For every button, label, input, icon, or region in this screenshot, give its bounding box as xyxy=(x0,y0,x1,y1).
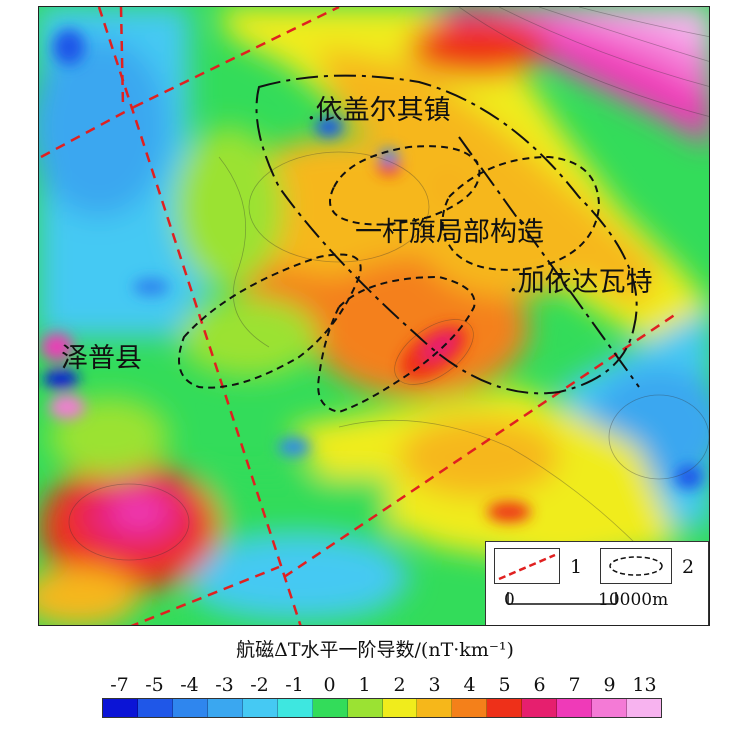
colorbar-tick-label: 3 xyxy=(428,674,441,696)
colorbar-cell xyxy=(277,699,313,717)
structure-outlines xyxy=(178,74,640,414)
colorbar-cell xyxy=(522,699,558,717)
colorbar-tick-label: -4 xyxy=(180,674,199,696)
colorbar-cell xyxy=(137,699,173,717)
colorbar-cell xyxy=(242,699,278,717)
colorbar-tick-label: -7 xyxy=(110,674,129,696)
colorbar-cell xyxy=(382,699,418,717)
colorbar-cell xyxy=(627,699,661,717)
fault-legend-icon xyxy=(498,553,556,581)
outline-legend-number: 2 xyxy=(682,556,695,578)
colorbar-tick-label: 4 xyxy=(463,674,476,696)
colorbar-title: 航磁ΔT水平一阶导数/(nT·km⁻¹) xyxy=(236,639,514,661)
colorbar-cell xyxy=(557,699,593,717)
colorbar-tick-label: 1 xyxy=(358,674,371,696)
structure-label-yiganqi: 一杆旗局部构造 xyxy=(355,217,544,248)
colorbar-tick-label: 9 xyxy=(603,674,616,696)
colorbar-tick-label: 0 xyxy=(323,674,336,696)
anomaly-map: .依盖尔其镇 一杆旗局部构造 .加依达瓦特 泽普县 1 2 0 10000m xyxy=(38,6,710,626)
fault-legend-swatch xyxy=(494,548,560,584)
county-label-zepu: 泽普县 xyxy=(61,343,142,374)
fault-legend-number: 1 xyxy=(570,556,583,578)
colorbar xyxy=(102,698,662,718)
colorbar-cell xyxy=(487,699,523,717)
colorbar-tick-label: 13 xyxy=(632,674,657,696)
colorbar-tick-label: -3 xyxy=(215,674,234,696)
colorbar-tick-label: 2 xyxy=(393,674,406,696)
colorbar-cell xyxy=(452,699,488,717)
colorbar-tick-label: 5 xyxy=(498,674,511,696)
colorbar-tick-label: 7 xyxy=(568,674,581,696)
scale-start-label: 0 xyxy=(504,590,515,610)
fault-lines xyxy=(40,7,680,625)
town-label-yigaierqi: .依盖尔其镇 xyxy=(307,95,451,126)
colorbar-cell xyxy=(417,699,453,717)
outline-legend-icon xyxy=(609,556,663,576)
colorbar-cell xyxy=(207,699,243,717)
map-legend: 1 2 0 10000m xyxy=(485,541,709,625)
scale-end-label: 10000m xyxy=(598,590,669,610)
colorbar-tick-label: -2 xyxy=(250,674,269,696)
colorbar-tick-label: -1 xyxy=(285,674,304,696)
colorbar-tick-labels: -7 -5 -4 -3 -2 -1 0 1 2 3 4 5 6 7 9 13 xyxy=(102,676,662,698)
colorbar-tick-label: 6 xyxy=(533,674,546,696)
colorbar-cell xyxy=(347,699,383,717)
magnetic-anomaly-raster xyxy=(39,7,709,625)
colorbar-tick-label: -5 xyxy=(145,674,164,696)
town-label-jiayidawate: .加依达瓦特 xyxy=(509,267,653,298)
scale-bar xyxy=(507,592,617,605)
colorbar-cell xyxy=(312,699,348,717)
colorbar-cell xyxy=(172,699,208,717)
colorbar-cell xyxy=(103,699,138,717)
outline-legend-swatch xyxy=(600,548,672,584)
colorbar-cell xyxy=(592,699,628,717)
